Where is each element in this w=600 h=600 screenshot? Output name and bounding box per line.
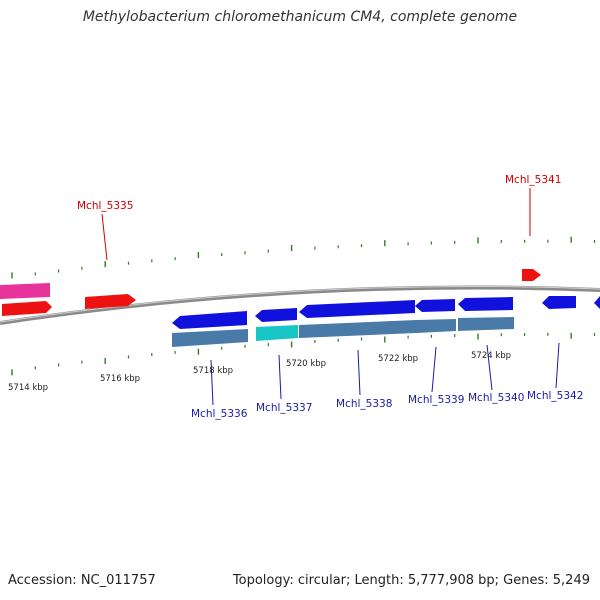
gene-label-mchl-5335[interactable]: Mchl_5335 (77, 200, 133, 212)
gene-mchl-5341[interactable] (522, 269, 541, 281)
label-pointer (431, 346, 437, 393)
scale-label-5724: 5724 kbp (471, 351, 511, 361)
cds-mchl-5336[interactable] (172, 329, 248, 347)
label-pointer (555, 342, 560, 389)
cds-mchl-5339[interactable] (416, 319, 456, 333)
gene-mchl-5334[interactable] (2, 301, 52, 316)
genome-backbone-highlight (0, 285, 600, 323)
scale-label-5714: 5714 kbp (8, 383, 48, 393)
gene-mchl-5340[interactable] (458, 297, 513, 311)
gene-mchl-5339[interactable] (415, 299, 455, 312)
scale-label-5720: 5720 kbp (286, 359, 326, 369)
gene-partial-right[interactable] (594, 296, 600, 309)
scale-label-5718: 5718 kbp (193, 366, 233, 376)
label-pointer (101, 213, 108, 261)
genome-stats-text: Topology: circular; Length: 5,777,908 bp… (232, 573, 590, 588)
cds-mchl-5337[interactable] (256, 325, 298, 341)
gene-mchl-5336[interactable] (172, 311, 247, 329)
gene-mchl-5338[interactable] (299, 300, 415, 318)
inner-tick-marks (11, 332, 596, 376)
cds-mchl-5338[interactable] (299, 320, 416, 338)
gene-label-mchl-5338[interactable]: Mchl_5338 (336, 398, 392, 410)
label-pointer (486, 344, 493, 391)
scale-label-5716: 5716 kbp (100, 374, 140, 384)
gene-mchl-5337[interactable] (255, 308, 297, 322)
gene-label-mchl-5337[interactable]: Mchl_5337 (256, 402, 312, 414)
label-pointer-lines (101, 188, 560, 406)
gene-label-mchl-5341[interactable]: Mchl_5341 (505, 174, 561, 186)
genome-backbone (0, 285, 600, 325)
label-pointer (278, 354, 282, 400)
label-pointer (357, 349, 361, 396)
outer-tick-marks (11, 236, 596, 279)
gene-mchl-5335[interactable] (85, 294, 136, 309)
scale-label-5722: 5722 kbp (378, 354, 418, 364)
label-pointer (210, 359, 214, 406)
gene-pink-feature[interactable] (0, 283, 50, 299)
accession-text: Accession: NC_011757 (8, 573, 156, 588)
gene-label-mchl-5340[interactable]: Mchl_5340 (468, 392, 524, 404)
gene-label-mchl-5339[interactable]: Mchl_5339 (408, 394, 464, 406)
gene-mchl-5342[interactable] (542, 296, 576, 309)
gene-label-mchl-5342[interactable]: Mchl_5342 (527, 390, 583, 402)
map-title: Methylobacterium chloromethanicum CM4, c… (82, 9, 518, 25)
cds-mchl-5340[interactable] (458, 317, 514, 331)
gene-label-mchl-5336[interactable]: Mchl_5336 (191, 408, 248, 420)
